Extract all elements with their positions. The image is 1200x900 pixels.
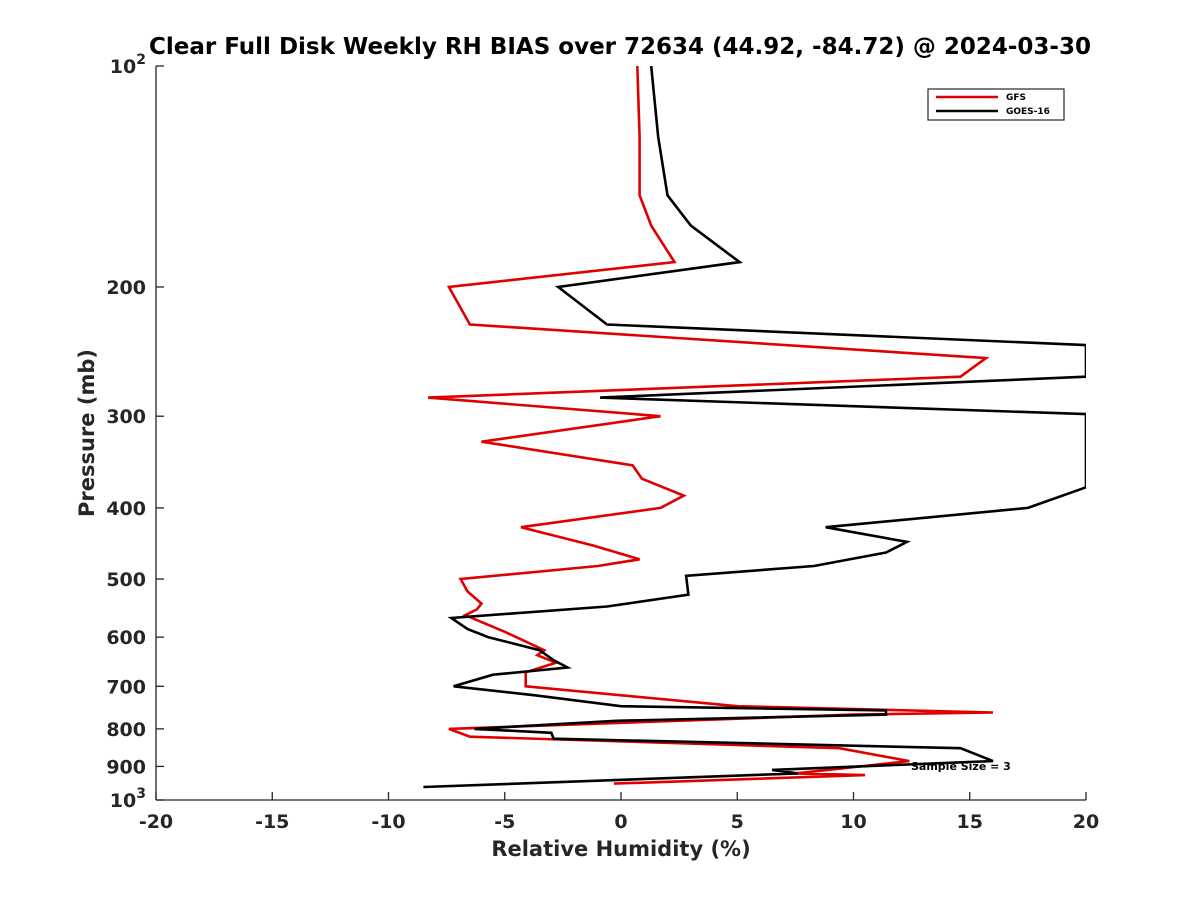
x-tick-label: -10 [371,811,405,833]
series-layer [423,66,1086,789]
y-tick-label: 103 [110,786,146,812]
y-tick-label: 400 [106,498,146,520]
y-tick-label: 500 [106,569,146,591]
x-tick-label: 10 [840,811,866,833]
y-ticks: 102 200 300 400 500 600 700 800 900 103 [106,52,164,812]
plot-area [156,66,1086,800]
sample-size-annotation: Sample Size = 3 [911,760,1011,773]
y-tick-label: 900 [106,756,146,778]
legend-label-gfs: GFS [1006,93,1026,103]
y-tick-label: 600 [106,627,146,649]
legend-label-goes16: GOES-16 [1006,107,1050,117]
legend: GFS GOES-16 [927,88,1065,121]
x-tick-label: -5 [494,811,515,833]
legend-box [927,88,1065,121]
y-axis-label: Pressure (mb) [75,349,99,517]
x-tick-label: 20 [1073,811,1099,833]
y-tick-label: 200 [106,277,146,299]
x-tick-label: 5 [731,811,744,833]
x-ticks: -20 -15 -10 -5 0 5 10 15 20 [139,792,1099,833]
x-tick-label: -20 [139,811,173,833]
x-tick-label: -15 [255,811,289,833]
y-tick-label: 700 [106,676,146,698]
y-tick-label: 800 [106,719,146,741]
x-axis-label: Relative Humidity (%) [491,837,750,861]
chart-title: Clear Full Disk Weekly RH BIAS over 7263… [149,34,1091,60]
y-tick-label: 300 [106,406,146,428]
plot-background [156,66,1086,800]
y-tick-label: 102 [110,52,146,78]
x-tick-label: 0 [614,811,627,833]
x-tick-label: 15 [957,811,983,833]
series-line-goes16 [423,66,1086,789]
